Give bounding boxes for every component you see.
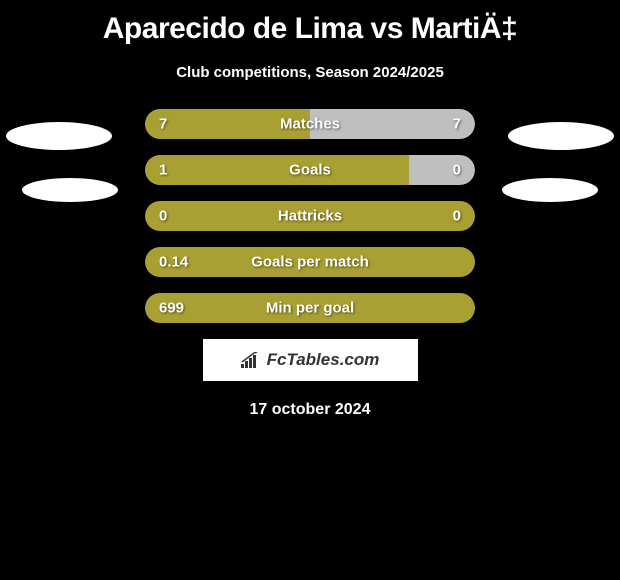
decorative-ellipse [6, 122, 112, 150]
decorative-ellipse [508, 122, 614, 150]
stat-value-left: 699 [159, 300, 184, 317]
date-label: 17 october 2024 [0, 401, 620, 419]
page-title: Aparecido de Lima vs MartiÄ‡ [0, 0, 620, 46]
stat-bar-fill [145, 155, 409, 185]
stat-value-left: 7 [159, 116, 167, 133]
stat-value-left: 0.14 [159, 254, 188, 271]
decorative-ellipse [502, 178, 598, 202]
stat-label: Matches [280, 116, 340, 133]
stat-label: Min per goal [266, 300, 354, 317]
stat-label: Goals per match [251, 254, 369, 271]
attribution-chart-icon [241, 352, 261, 368]
attribution-badge: FcTables.com [203, 339, 418, 381]
stat-value-right: 0 [453, 162, 461, 179]
stat-label: Goals [289, 162, 331, 179]
stat-value-left: 1 [159, 162, 167, 179]
stat-bar: 0.14 Goals per match [145, 247, 475, 277]
stat-bar: 1 Goals 0 [145, 155, 475, 185]
stat-label: Hattricks [278, 208, 342, 225]
stat-bar: 699 Min per goal [145, 293, 475, 323]
stat-bar: 0 Hattricks 0 [145, 201, 475, 231]
decorative-ellipse [22, 178, 118, 202]
stat-value-right: 7 [453, 116, 461, 133]
stat-bar: 7 Matches 7 [145, 109, 475, 139]
stats-bars: 7 Matches 7 1 Goals 0 0 Hattricks 0 0.14 Goals per… [145, 109, 475, 323]
attribution-label: FcTables.com [267, 350, 380, 370]
stat-value-left: 0 [159, 208, 167, 225]
page-subtitle: Club competitions, Season 2024/2025 [0, 64, 620, 81]
stat-value-right: 0 [453, 208, 461, 225]
